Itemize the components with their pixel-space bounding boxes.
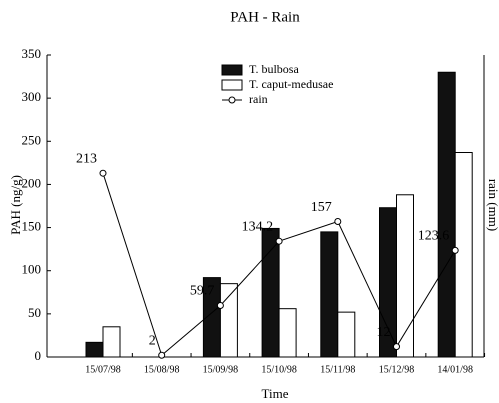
bar bbox=[396, 194, 414, 358]
data-label: 12 bbox=[377, 325, 391, 340]
rain-point bbox=[393, 343, 400, 351]
rain-point bbox=[451, 246, 459, 254]
bar bbox=[337, 311, 356, 358]
y-tick-label: 200 bbox=[22, 175, 42, 190]
legend-label: rain bbox=[249, 92, 268, 106]
x-axis-label: Time bbox=[262, 386, 289, 401]
bar bbox=[85, 341, 104, 358]
bar bbox=[219, 283, 238, 358]
data-label: 157 bbox=[311, 200, 332, 215]
rain-point bbox=[275, 237, 283, 245]
x-tick-label: 15/08/98 bbox=[144, 364, 180, 375]
y-axis-label: PAH (ng/g) bbox=[8, 175, 23, 235]
y-tick-label: 300 bbox=[22, 89, 42, 104]
legend-label: T. caput-medusae bbox=[249, 77, 333, 91]
bar bbox=[454, 152, 473, 358]
data-label: 59.7 bbox=[190, 284, 215, 299]
rain-point bbox=[99, 169, 107, 177]
y-tick-label: 100 bbox=[22, 262, 42, 277]
rain-point bbox=[158, 351, 166, 359]
y-tick-label: 150 bbox=[22, 219, 42, 234]
x-tick-label: 15/12/98 bbox=[379, 364, 415, 375]
legend-swatch bbox=[221, 64, 243, 76]
rain-point bbox=[334, 218, 342, 226]
chart-title: PAH - Rain bbox=[230, 9, 300, 25]
bar bbox=[261, 227, 280, 358]
y2-axis-label: rain (mm) bbox=[486, 179, 499, 231]
bar bbox=[278, 308, 297, 358]
y-tick-label: 50 bbox=[28, 305, 41, 320]
x-tick-label: 15/11/98 bbox=[320, 364, 355, 375]
bar bbox=[102, 326, 121, 358]
x-tick-label: 15/10/98 bbox=[261, 364, 297, 375]
y-tick-label: 0 bbox=[35, 348, 42, 363]
x-tick-label: 15/09/98 bbox=[203, 364, 239, 375]
y-tick-label: 250 bbox=[22, 132, 42, 147]
data-label: 123.6 bbox=[418, 229, 450, 244]
legend-swatch bbox=[228, 96, 236, 104]
y-tick-label: 350 bbox=[22, 46, 42, 61]
data-label: 213 bbox=[76, 151, 97, 166]
bar bbox=[320, 231, 339, 358]
rain-point bbox=[216, 301, 224, 309]
x-tick-label: 14/01/98 bbox=[437, 364, 473, 375]
legend-swatch bbox=[221, 79, 243, 91]
legend-label: T. bulbosa bbox=[249, 62, 299, 76]
data-label: 134.2 bbox=[242, 219, 274, 234]
bar bbox=[437, 71, 456, 358]
data-label: 2 bbox=[149, 333, 156, 348]
x-tick-label: 15/07/98 bbox=[85, 364, 121, 375]
